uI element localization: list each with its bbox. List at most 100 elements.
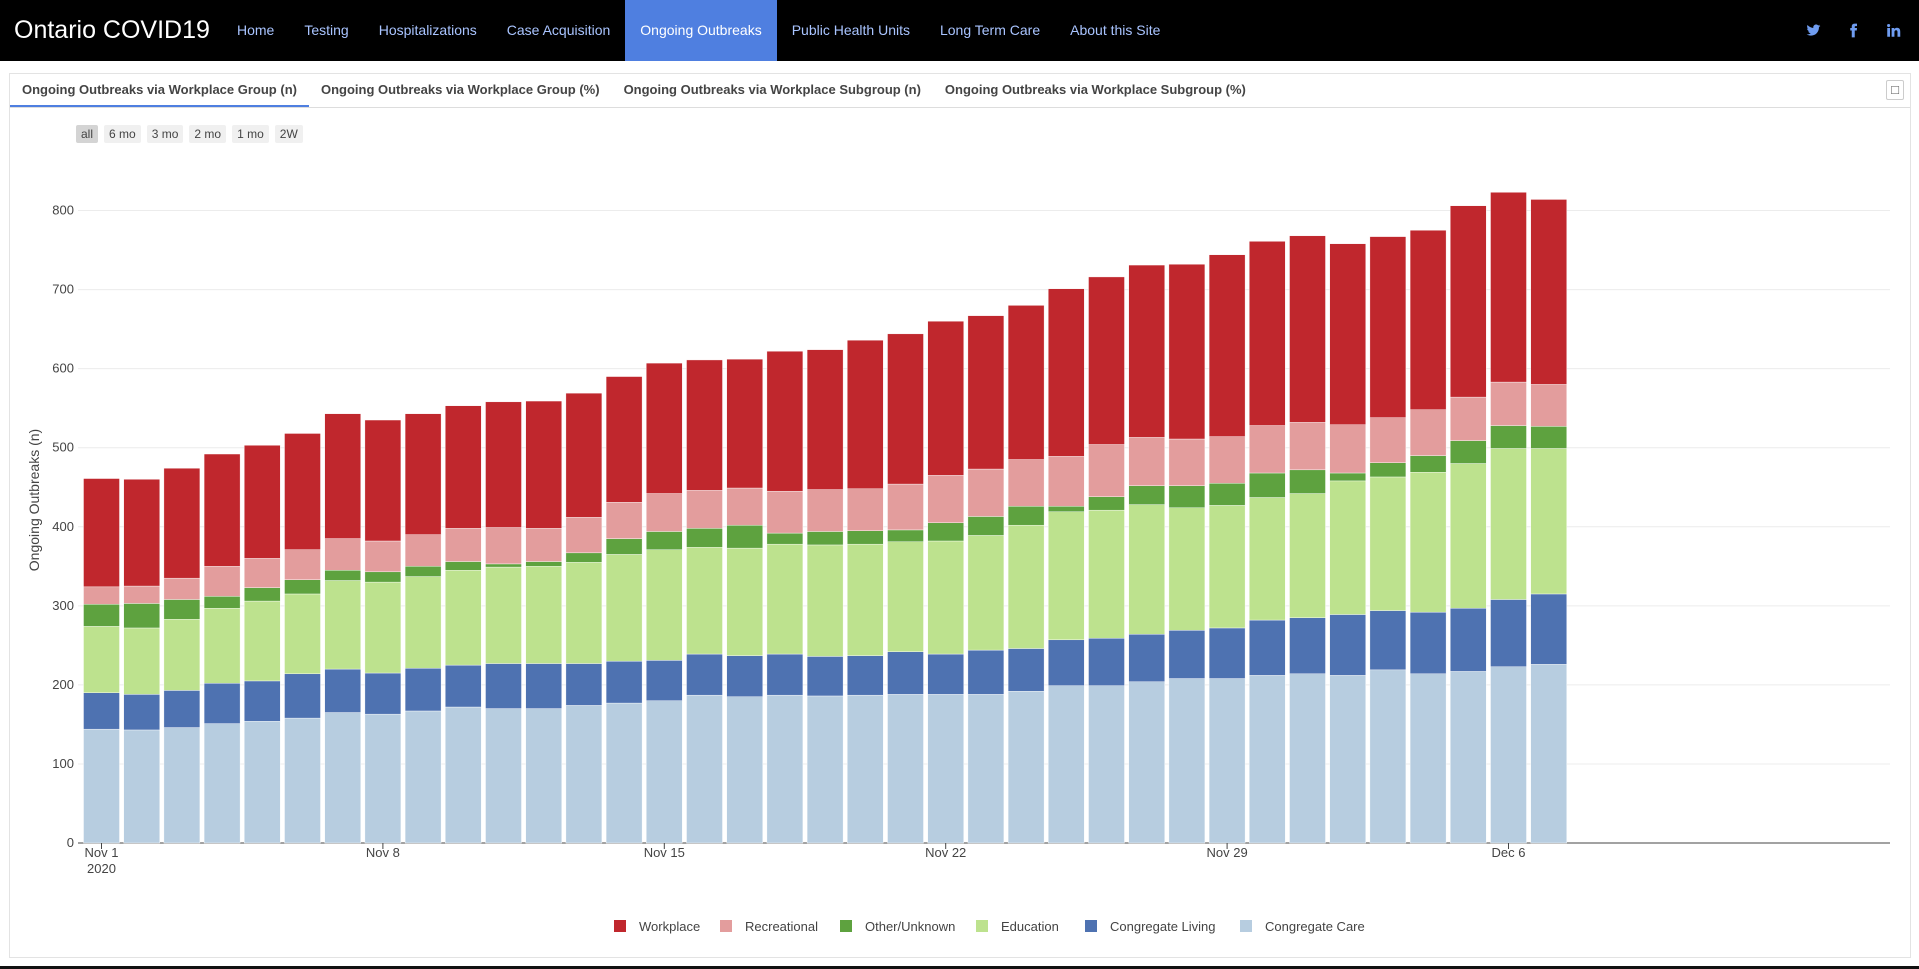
- legend-label-recreational[interactable]: Recreational: [745, 919, 818, 934]
- tab-1[interactable]: Ongoing Outbreaks via Workplace Group (n…: [10, 74, 309, 107]
- bar-segment-workplace-2020-11-26[interactable]: [1088, 276, 1125, 445]
- bar-segment-education-2020-11-05[interactable]: [244, 600, 281, 682]
- bar-segment-other-unknown-2020-11-30[interactable]: [1249, 472, 1286, 498]
- bar-segment-congregate-care-2020-11-06[interactable]: [284, 717, 321, 844]
- bar-segment-other-unknown-2020-11-20[interactable]: [847, 530, 884, 545]
- bar-segment-congregate-care-2020-11-12[interactable]: [525, 708, 562, 844]
- bar-segment-congregate-care-2020-11-11[interactable]: [485, 708, 522, 844]
- bar-segment-education-2020-11-09[interactable]: [404, 576, 442, 669]
- bar-segment-congregate-living-2020-12-07[interactable]: [1530, 593, 1567, 665]
- bar-segment-workplace-2020-11-10[interactable]: [445, 405, 482, 529]
- bar-segment-education-2020-11-07[interactable]: [324, 580, 361, 670]
- bar-segment-congregate-care-2020-11-29[interactable]: [1208, 678, 1246, 844]
- bar-segment-congregate-living-2020-12-02[interactable]: [1329, 614, 1366, 676]
- bar-segment-workplace-2020-11-20[interactable]: [847, 339, 884, 490]
- bar-segment-workplace-2020-12-01[interactable]: [1289, 235, 1326, 423]
- bar-segment-education-2020-11-20[interactable]: [847, 543, 884, 656]
- bar-segment-education-2020-12-06[interactable]: [1490, 448, 1527, 600]
- tab-2[interactable]: Ongoing Outbreaks via Workplace Group (%…: [320, 82, 600, 97]
- bar-segment-education-2020-11-11[interactable]: [485, 566, 522, 664]
- bar-segment-workplace-2020-11-23[interactable]: [967, 315, 1005, 470]
- bar-segment-education-2020-11-03[interactable]: [163, 619, 201, 691]
- bar-segment-congregate-living-2020-11-19[interactable]: [806, 656, 844, 697]
- bar-segment-workplace-2020-11-17[interactable]: [726, 358, 763, 489]
- bar-segment-congregate-living-2020-11-04[interactable]: [203, 683, 241, 724]
- bar-segment-workplace-2020-11-27[interactable]: [1128, 264, 1165, 438]
- bar-segment-workplace-2020-11-19[interactable]: [806, 349, 844, 490]
- bar-segment-recreational-2020-11-14[interactable]: [605, 502, 643, 539]
- bar-segment-education-2020-11-19[interactable]: [806, 544, 844, 657]
- bar-segment-congregate-living-2020-12-05[interactable]: [1450, 607, 1487, 672]
- bar-segment-congregate-living-2020-11-29[interactable]: [1208, 627, 1246, 679]
- nav-item-testing[interactable]: Testing: [304, 22, 349, 38]
- bar-segment-recreational-2020-12-01[interactable]: [1289, 422, 1326, 471]
- site-brand[interactable]: Ontario COVID19: [14, 16, 210, 44]
- nav-item-home[interactable]: Home: [237, 22, 275, 38]
- range-button-1mo[interactable]: 1 mo: [232, 125, 269, 143]
- bar-segment-congregate-care-2020-11-17[interactable]: [726, 696, 763, 844]
- bar-segment-recreational-2020-11-17[interactable]: [726, 487, 763, 526]
- bar-segment-congregate-care-2020-11-16[interactable]: [686, 694, 723, 844]
- bar-segment-workplace-2020-12-02[interactable]: [1329, 243, 1366, 425]
- bar-segment-congregate-living-2020-11-09[interactable]: [404, 668, 442, 712]
- twitter-icon[interactable]: [1804, 22, 1822, 40]
- bar-segment-congregate-care-2020-12-04[interactable]: [1409, 673, 1447, 844]
- bar-segment-congregate-care-2020-11-02[interactable]: [123, 729, 160, 844]
- bar-segment-congregate-living-2020-11-16[interactable]: [686, 653, 723, 696]
- bar-segment-congregate-care-2020-11-26[interactable]: [1088, 685, 1125, 844]
- bar-segment-congregate-living-2020-11-24[interactable]: [1007, 648, 1045, 692]
- bar-segment-education-2020-11-18[interactable]: [766, 543, 804, 655]
- collapse-button[interactable]: □: [1886, 80, 1904, 100]
- bar-segment-congregate-living-2020-11-23[interactable]: [967, 649, 1005, 695]
- bar-segment-recreational-2020-11-29[interactable]: [1208, 436, 1246, 484]
- bar-segment-recreational-2020-11-25[interactable]: [1048, 456, 1085, 507]
- bar-segment-education-2020-11-22[interactable]: [927, 540, 964, 655]
- bar-segment-workplace-2020-12-07[interactable]: [1530, 199, 1567, 385]
- bar-segment-other-unknown-2020-11-16[interactable]: [686, 528, 723, 548]
- bar-segment-recreational-2020-11-12[interactable]: [525, 528, 562, 562]
- bar-segment-other-unknown-2020-11-03[interactable]: [163, 599, 201, 620]
- bar-segment-congregate-living-2020-11-22[interactable]: [927, 653, 964, 695]
- bar-segment-education-2020-11-14[interactable]: [605, 554, 643, 662]
- bar-segment-congregate-care-2020-11-19[interactable]: [806, 695, 844, 844]
- bar-segment-recreational-2020-11-07[interactable]: [324, 538, 361, 571]
- bar-segment-congregate-care-2020-11-03[interactable]: [163, 727, 201, 844]
- bar-segment-workplace-2020-11-12[interactable]: [525, 400, 562, 529]
- bar-segment-other-unknown-2020-12-07[interactable]: [1530, 426, 1567, 449]
- bar-segment-education-2020-12-05[interactable]: [1450, 463, 1487, 609]
- range-button-all[interactable]: all: [76, 125, 99, 143]
- bar-segment-congregate-care-2020-11-09[interactable]: [404, 710, 442, 844]
- nav-item-ongoing-outbreaks[interactable]: Ongoing Outbreaks: [625, 0, 777, 61]
- bar-segment-congregate-living-2020-12-01[interactable]: [1289, 617, 1326, 675]
- bar-segment-education-2020-11-30[interactable]: [1249, 497, 1286, 621]
- bar-segment-other-unknown-2020-11-05[interactable]: [244, 587, 281, 602]
- bar-segment-recreational-2020-11-28[interactable]: [1168, 438, 1206, 486]
- bar-segment-workplace-2020-11-16[interactable]: [686, 359, 723, 491]
- bar-segment-education-2020-11-29[interactable]: [1208, 505, 1246, 629]
- bar-segment-recreational-2020-11-10[interactable]: [445, 528, 482, 562]
- bar-segment-workplace-2020-11-30[interactable]: [1249, 241, 1286, 426]
- bar-segment-congregate-care-2020-11-30[interactable]: [1249, 675, 1286, 844]
- bar-segment-workplace-2020-11-21[interactable]: [887, 333, 924, 485]
- bar-segment-other-unknown-2020-11-23[interactable]: [967, 516, 1005, 536]
- bar-segment-workplace-2020-11-05[interactable]: [244, 445, 281, 559]
- range-button-2mo[interactable]: 2 mo: [189, 125, 227, 143]
- bar-segment-recreational-2020-11-21[interactable]: [887, 483, 924, 531]
- bar-segment-congregate-care-2020-11-20[interactable]: [847, 694, 884, 844]
- bar-segment-congregate-care-2020-11-22[interactable]: [927, 694, 964, 844]
- bar-segment-other-unknown-2020-11-19[interactable]: [806, 531, 844, 546]
- bar-segment-congregate-care-2020-11-14[interactable]: [605, 702, 643, 844]
- bar-segment-congregate-living-2020-11-01[interactable]: [83, 692, 120, 730]
- bar-segment-recreational-2020-11-13[interactable]: [565, 517, 603, 554]
- bar-segment-congregate-care-2020-11-28[interactable]: [1168, 678, 1206, 844]
- bar-segment-congregate-care-2020-11-07[interactable]: [324, 712, 361, 844]
- legend-swatch-education[interactable]: [976, 920, 988, 932]
- bar-segment-education-2020-11-01[interactable]: [83, 626, 120, 693]
- bar-segment-other-unknown-2020-11-11[interactable]: [485, 563, 522, 568]
- bar-segment-workplace-2020-12-03[interactable]: [1369, 236, 1407, 418]
- bar-segment-recreational-2020-12-02[interactable]: [1329, 424, 1366, 474]
- bar-segment-recreational-2020-12-03[interactable]: [1369, 417, 1407, 463]
- bar-segment-recreational-2020-11-24[interactable]: [1007, 459, 1045, 507]
- bar-segment-workplace-2020-11-07[interactable]: [324, 413, 361, 539]
- bar-segment-education-2020-12-07[interactable]: [1530, 448, 1567, 595]
